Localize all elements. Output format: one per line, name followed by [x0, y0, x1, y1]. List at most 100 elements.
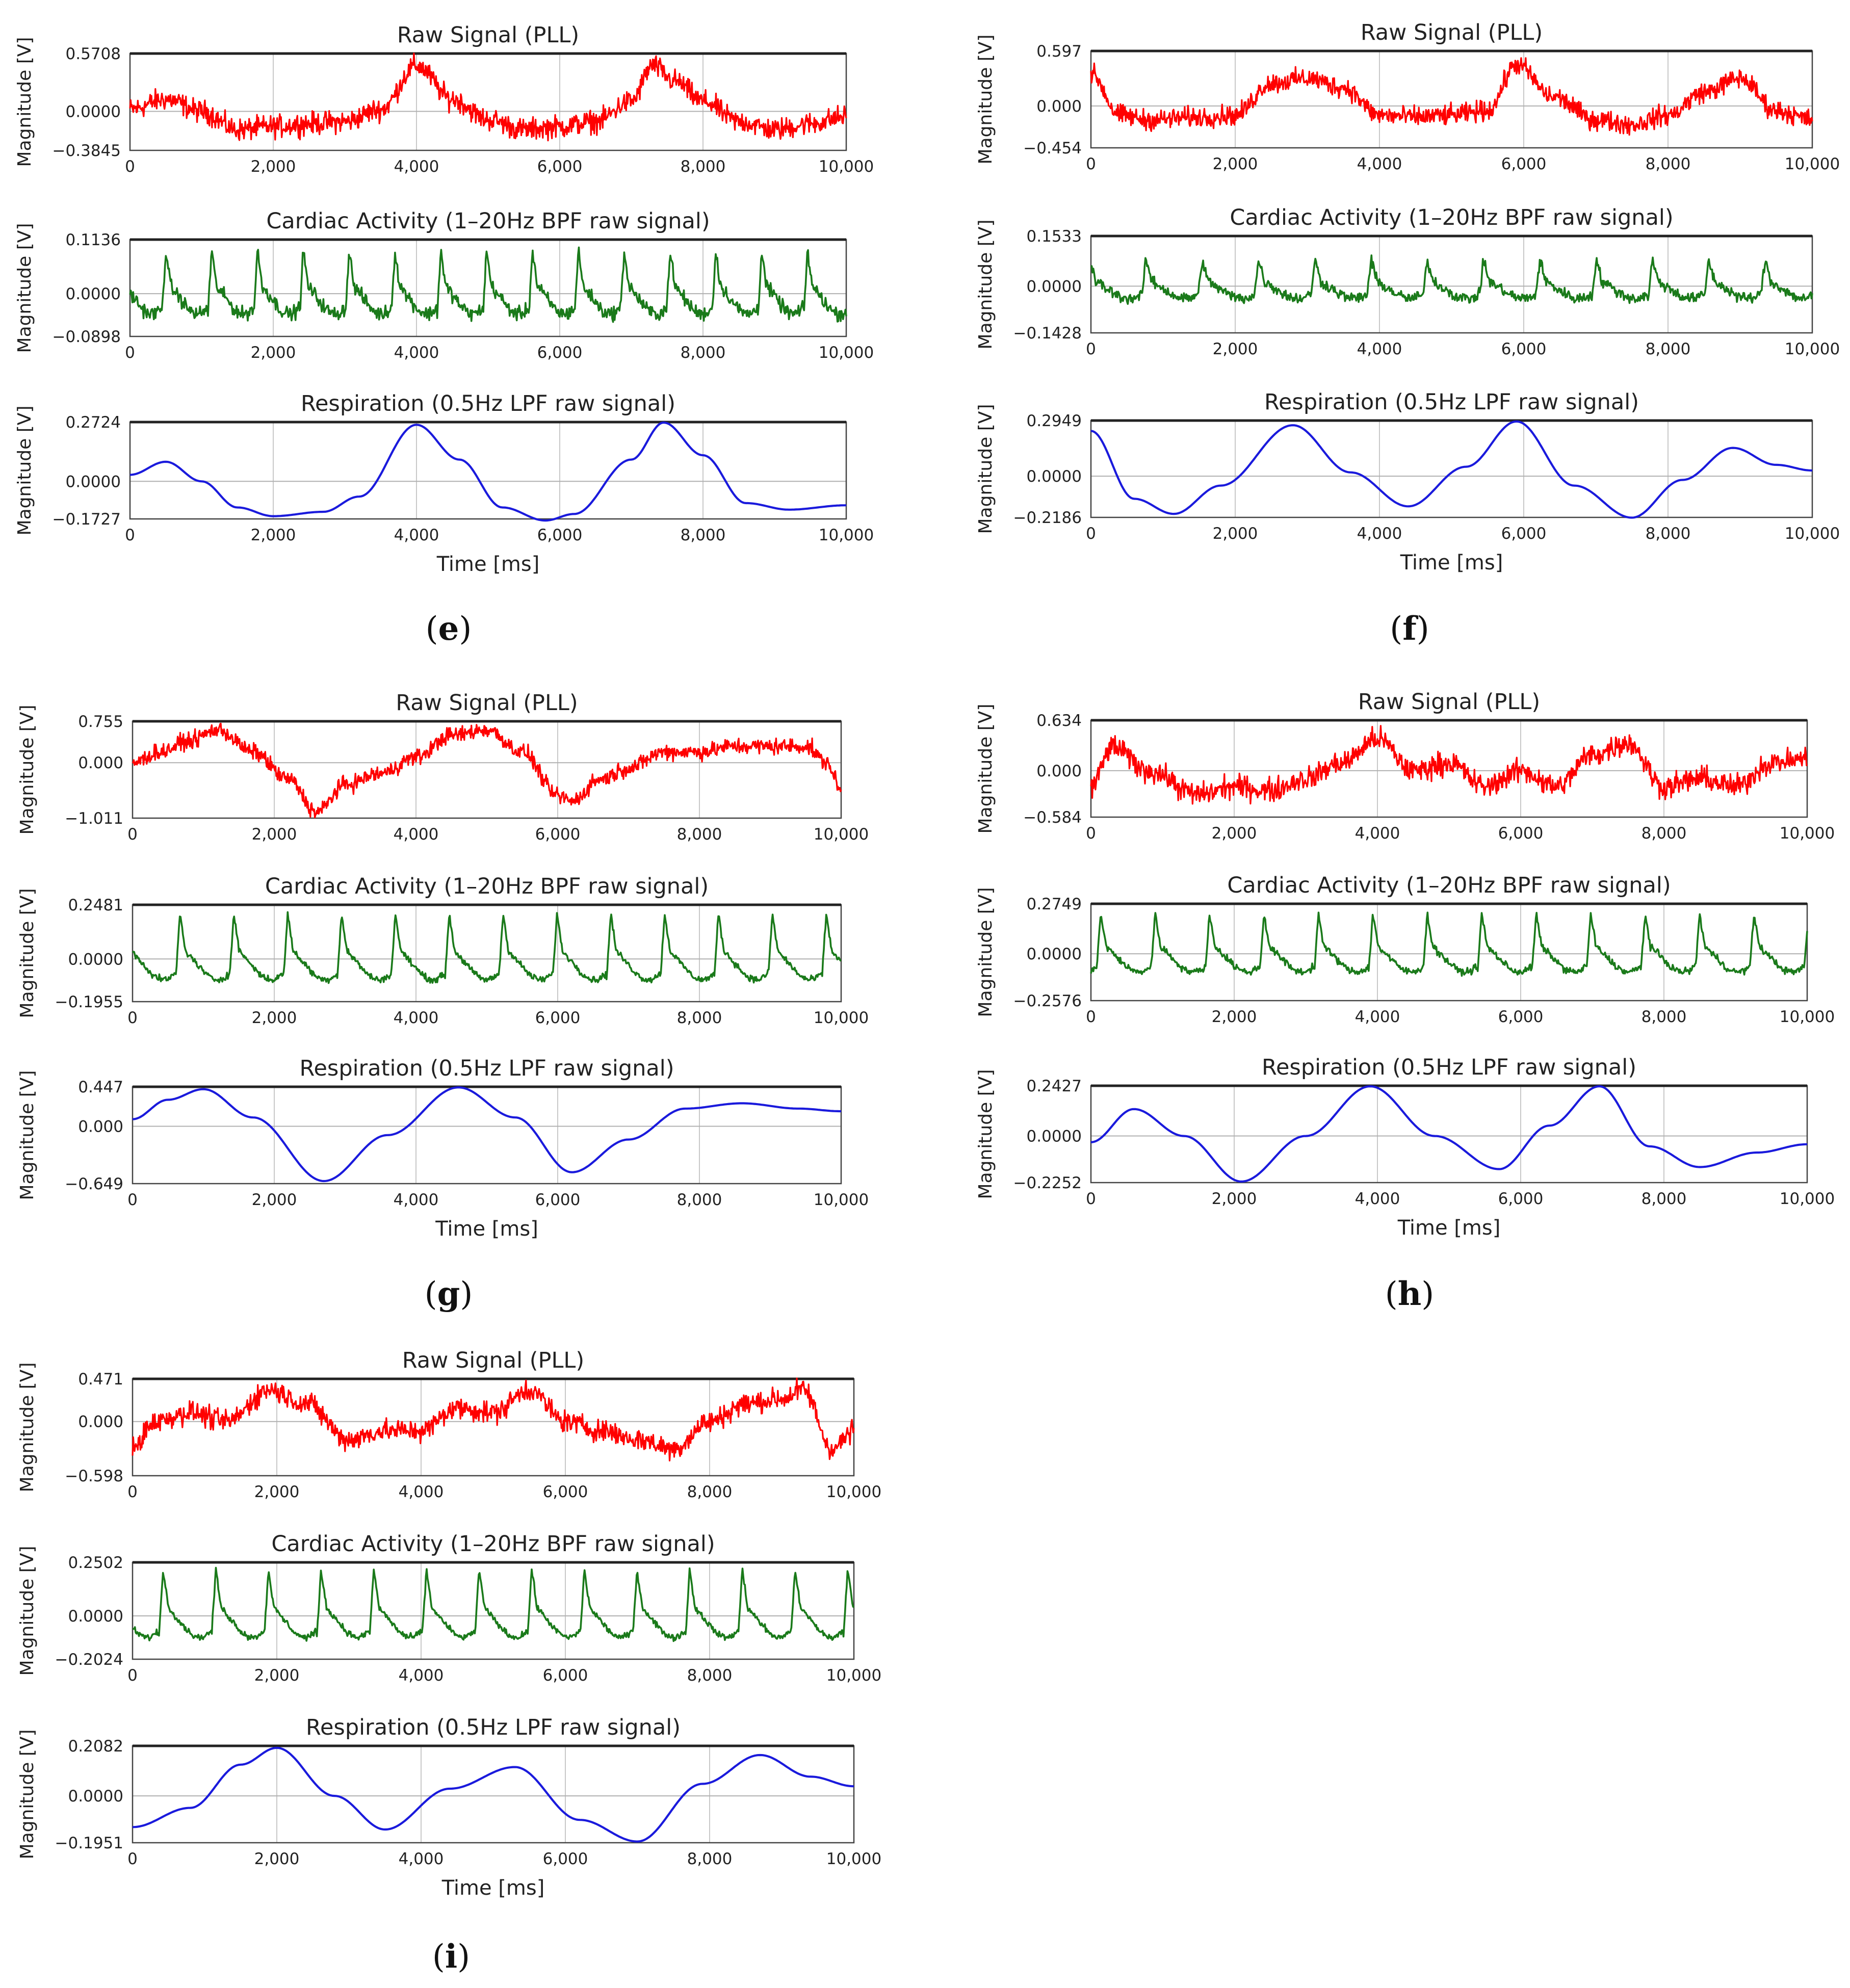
panel-i-respiration-xtick: 6,000 — [543, 1850, 588, 1868]
panel-f-raw-ylabel: Magnitude [V] — [975, 35, 996, 165]
panel-f-cardiac-series — [1090, 254, 1813, 305]
panel-f-letter-open-paren: ( — [1390, 610, 1402, 648]
panel-i-raw-xtick: 4,000 — [399, 1483, 444, 1501]
panel-h-respiration-title: Respiration (0.5Hz LPF raw signal) — [1262, 1055, 1636, 1080]
panel-h-respiration-xtick: 2,000 — [1212, 1190, 1257, 1208]
panel-e-raw-xtick: 4,000 — [394, 158, 439, 176]
panel-f-cardiac-ylabel: Magnitude [V] — [975, 220, 996, 350]
panel-h-cardiac-xtick: 0 — [1086, 1008, 1096, 1026]
panel-f-cardiac-ytick: 0.1533 — [1027, 227, 1082, 246]
panel-i-raw-title: Raw Signal (PLL) — [402, 1348, 584, 1373]
panel-i-cardiac-xtick: 2,000 — [254, 1666, 300, 1685]
panel-h-respiration-xtick: 8,000 — [1641, 1190, 1687, 1208]
panel-h-cardiac-ylabel: Magnitude [V] — [975, 887, 996, 1017]
panel-h-raw-xtick: 8,000 — [1641, 824, 1687, 843]
panel-g-letter-text: g — [437, 1275, 460, 1313]
panel-f-respiration-xtick: 2,000 — [1213, 525, 1258, 543]
panel-h-cardiac-series — [1090, 911, 1808, 977]
panel-f-cardiac-ytick: −0.1428 — [1013, 324, 1082, 343]
panel-f-respiration-ytick: −0.2186 — [1013, 509, 1082, 527]
panel-f-respiration-ytick: 0.0000 — [1027, 467, 1082, 486]
panel-h-cardiac-title: Cardiac Activity (1–20Hz BPF raw signal) — [1227, 873, 1671, 898]
panel-h-respiration-ytick: 0.0000 — [1027, 1128, 1082, 1146]
panel-e-cardiac-frame — [129, 239, 847, 337]
panel-e-respiration-xtick: 10,000 — [819, 526, 874, 544]
panel-e-respiration-xtick: 6,000 — [537, 526, 583, 544]
panel-f-respiration-xtick: 4,000 — [1357, 525, 1402, 543]
panel-f-raw-ytick: 0.597 — [1036, 42, 1082, 61]
panel-g-raw-title: Raw Signal (PLL) — [396, 690, 578, 716]
panel-i-letter-text: i — [445, 1938, 457, 1976]
panel-g-respiration-ytick: 0.447 — [78, 1078, 123, 1096]
panel-e-cardiac-title: Cardiac Activity (1–20Hz BPF raw signal) — [266, 208, 710, 234]
panel-h-cardiac-ytick: −0.2576 — [1013, 992, 1082, 1010]
panel-h-letter-text: h — [1398, 1275, 1422, 1313]
panel-e-cardiac-xtick: 10,000 — [819, 344, 874, 362]
panel-f-letter-text: f — [1402, 610, 1418, 648]
panel-g-cardiac-title: Cardiac Activity (1–20Hz BPF raw signal) — [265, 874, 709, 899]
panel-e-respiration-xtick: 0 — [125, 526, 135, 544]
panel-f-cardiac-xtick: 6,000 — [1501, 340, 1547, 358]
panel-f-letter: (f) — [1390, 610, 1429, 648]
panel-f-cardiac-ytick: 0.0000 — [1027, 277, 1082, 296]
panel-e-respiration-series — [129, 421, 847, 522]
panel-h-respiration-xtick: 10,000 — [1780, 1190, 1835, 1208]
panel-g-raw-xtick: 10,000 — [814, 825, 869, 844]
panel-f-respiration-xtick: 6,000 — [1501, 525, 1547, 543]
panel-i-raw-series — [132, 1377, 855, 1461]
panel-e-letter-text: e — [438, 610, 459, 648]
panel-i-respiration-ytick: 0.2082 — [68, 1737, 123, 1756]
panel-i-raw-ytick: 0.000 — [78, 1413, 123, 1431]
panel-e-respiration-title: Respiration (0.5Hz LPF raw signal) — [301, 391, 675, 416]
panel-g-respiration-title: Respiration (0.5Hz LPF raw signal) — [300, 1056, 674, 1081]
panel-g-cardiac-xtick: 10,000 — [814, 1009, 869, 1027]
panel-e-raw-xtick: 10,000 — [819, 158, 874, 176]
panel-g-letter: (g) — [425, 1275, 473, 1313]
panel-i-raw-ylabel: Magnitude [V] — [17, 1363, 38, 1493]
panel-h-respiration-xtick: 6,000 — [1498, 1190, 1544, 1208]
panel-i-cardiac-series — [132, 1566, 854, 1642]
panel-h: Raw Signal (PLL) 0 2,000 4,000 6,000 8,000 10,… — [975, 689, 1835, 1313]
panel-h-raw-ylabel: Magnitude [V] — [975, 704, 996, 834]
panel-g-raw-xtick: 6,000 — [535, 825, 581, 844]
panel-e-cardiac-xtick: 6,000 — [537, 344, 583, 362]
panel-i-respiration-title: Respiration (0.5Hz LPF raw signal) — [306, 1715, 681, 1740]
panel-h-raw-frame — [1090, 719, 1808, 818]
panel-f-cardiac-xtick: 0 — [1086, 340, 1096, 358]
panel-i-cardiac-xtick: 8,000 — [687, 1666, 733, 1685]
panel-g-raw-ylabel: Magnitude [V] — [17, 705, 38, 835]
panel-h-raw-xtick: 6,000 — [1498, 824, 1544, 843]
panel-g-respiration-ytick: −0.649 — [65, 1175, 123, 1193]
panel-e-raw-title: Raw Signal (PLL) — [397, 22, 579, 48]
panel-e-letter: (e) — [426, 610, 472, 648]
panel-i-cardiac-frame — [132, 1561, 855, 1660]
panel-h-raw-xtick: 2,000 — [1212, 824, 1257, 843]
panel-g-cardiac-ytick: 0.2481 — [68, 896, 123, 914]
panel-g-raw-ytick: 0.755 — [78, 713, 123, 731]
panel-g-letter-close-paren: ) — [460, 1275, 473, 1313]
panel-h-letter-close-paren: ) — [1421, 1275, 1434, 1313]
panel-g-cardiac-ylabel: Magnitude [V] — [17, 888, 38, 1018]
panel-h-raw-xtick: 4,000 — [1355, 824, 1400, 843]
panel-h-respiration-xtick: 4,000 — [1355, 1190, 1400, 1208]
panel-e-cardiac-ytick: 0.0000 — [66, 285, 121, 303]
panel-g: Raw Signal (PLL) 0 2,000 4,000 6,000 8,000 10,… — [17, 690, 869, 1313]
panel-g-cardiac-ytick: −0.1955 — [55, 993, 123, 1011]
panel-f: Raw Signal (PLL) 0 2,000 4,000 6,000 8,000 10,… — [975, 20, 1840, 648]
panel-f-letter-close-paren: ) — [1417, 610, 1429, 648]
panel-h-cardiac-xtick: 8,000 — [1641, 1008, 1687, 1026]
panel-e-raw-ytick: 0.0000 — [66, 103, 121, 121]
panel-g-cardiac-xtick: 0 — [127, 1009, 138, 1027]
panel-g-cardiac-xtick: 6,000 — [535, 1009, 581, 1027]
panel-i-raw-ytick: 0.471 — [78, 1370, 123, 1389]
panel-i-cardiac-xtick: 0 — [127, 1666, 138, 1685]
panel-e-raw-ylabel: Magnitude [V] — [14, 37, 35, 167]
panel-h-raw-xtick: 0 — [1086, 824, 1096, 843]
panel-e-respiration-ylabel: Magnitude [V] — [14, 406, 35, 536]
panel-i-respiration-xtick: 4,000 — [399, 1850, 444, 1868]
panel-f-cardiac-title: Cardiac Activity (1–20Hz BPF raw signal) — [1230, 205, 1673, 230]
panel-i-raw-frame — [132, 1378, 855, 1477]
panel-g-respiration-xtick: 2,000 — [252, 1191, 297, 1209]
panel-f-raw-xtick: 2,000 — [1213, 155, 1258, 173]
